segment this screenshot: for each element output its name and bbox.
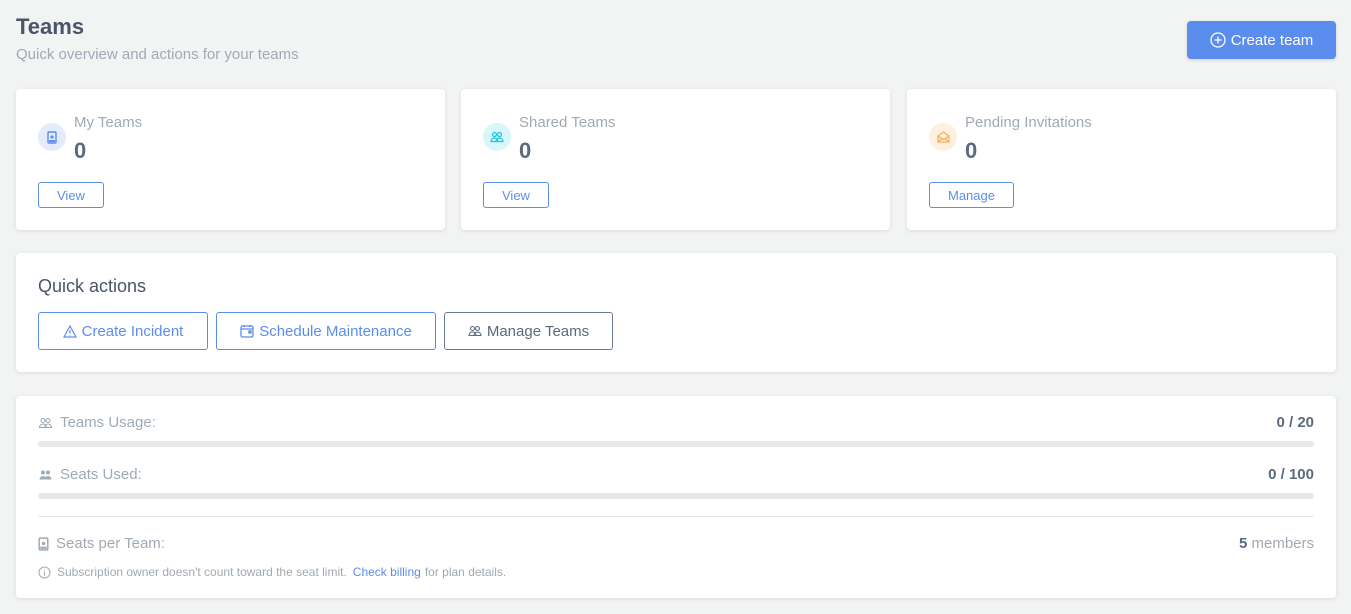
seats-used-progress — [38, 493, 1314, 499]
create-incident-button[interactable]: Create Incident — [38, 312, 208, 350]
info-icon — [38, 566, 51, 578]
usage-card: Teams Usage: 0 / 20 Seats Used: 0 / 100 … — [16, 396, 1336, 598]
users-icon — [38, 417, 53, 428]
stat-value: 0 — [965, 138, 978, 163]
plus-circle-icon — [1210, 32, 1226, 48]
teams-usage-value: 0 / 20 — [1276, 414, 1314, 431]
create-team-button[interactable]: Create team — [1187, 21, 1336, 59]
stat-value: 0 — [519, 138, 532, 163]
view-my-teams-button[interactable]: View — [38, 182, 104, 208]
envelope-open-icon — [929, 123, 957, 151]
view-shared-teams-button[interactable]: View — [483, 182, 549, 208]
calendar-icon — [240, 325, 254, 338]
teams-usage-progress — [38, 441, 1314, 447]
page-subtitle: Quick overview and actions for your team… — [16, 46, 299, 63]
seats-used-row: Seats Used: 0 / 100 — [38, 466, 1314, 483]
pending-invitations-card: Pending Invitations 0 Manage — [907, 89, 1336, 230]
manage-teams-button[interactable]: Manage Teams — [444, 312, 613, 350]
warning-icon — [62, 324, 77, 338]
shared-teams-card: Shared Teams 0 View — [461, 89, 890, 230]
stat-label: Shared Teams — [519, 114, 616, 131]
divider — [38, 516, 1314, 517]
users-filled-icon — [39, 470, 52, 479]
badge-icon — [38, 536, 49, 551]
check-billing-link[interactable]: Check billing — [352, 565, 421, 579]
stat-value: 0 — [74, 138, 87, 163]
badge-icon — [38, 123, 66, 151]
seats-per-team-row: Seats per Team: 5 members — [38, 535, 1314, 552]
page-title: Teams — [16, 14, 85, 39]
my-teams-card: My Teams 0 View — [16, 89, 445, 230]
seats-used-value: 0 / 100 — [1268, 466, 1314, 483]
users-icon — [483, 123, 511, 151]
seat-limit-note: Subscription owner doesn't count toward … — [38, 565, 506, 579]
quick-actions-title: Quick actions — [38, 276, 147, 296]
quick-actions-card: Quick actions Create Incident Schedule M… — [16, 253, 1336, 372]
manage-invitations-button[interactable]: Manage — [929, 182, 1014, 208]
teams-usage-row: Teams Usage: 0 / 20 — [38, 414, 1314, 431]
stat-label: Pending Invitations — [965, 114, 1092, 131]
schedule-maintenance-button[interactable]: Schedule Maintenance — [216, 312, 436, 350]
stat-label: My Teams — [74, 114, 143, 131]
users-icon — [468, 325, 482, 337]
